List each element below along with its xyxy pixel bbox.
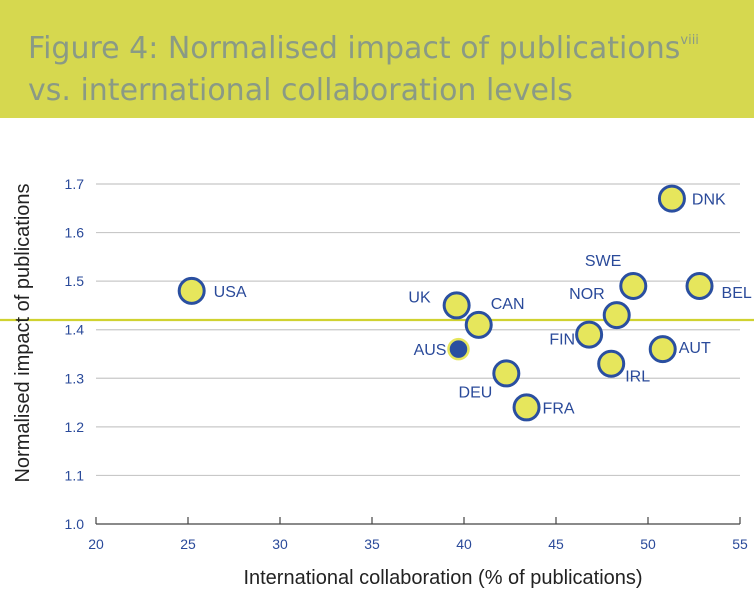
x-tick-label: 30 [272,536,288,552]
x-tick-label: 25 [180,536,196,552]
data-label-usa: USA [214,284,247,301]
data-label-uk: UK [408,289,431,306]
data-label-aut: AUT [679,340,711,357]
data-point-fin [575,320,604,349]
data-label-bel: BEL [722,285,752,302]
data-point-usa [177,276,206,305]
y-tick-label: 1.2 [65,419,85,435]
data-label-dnk: DNK [692,192,726,209]
x-tick-label: 40 [456,536,472,552]
data-label-aus: AUS [414,342,447,359]
data-label-fin: FIN [549,332,575,349]
data-label-nor: NOR [569,286,605,303]
data-point-dnk [657,184,686,213]
chart-title: Figure 4: Normalised impact of publicati… [28,20,738,112]
data-point-deu [492,359,521,388]
data-point-swe [619,272,648,300]
x-tick-label: 35 [364,536,380,552]
y-tick-label: 1.6 [65,225,85,241]
data-point-aus [447,337,470,361]
x-axis-title: International collaboration (% of public… [243,567,642,589]
data-point-bel [685,272,714,300]
title-rest: vs. international collaboration levels [28,73,573,108]
x-tick-label: 55 [732,536,748,552]
data-label-irl: IRL [625,369,650,386]
x-tick-label: 45 [548,536,564,552]
data-point-can [464,310,493,339]
y-axis-title: Normalised impact of publications [12,183,34,482]
data-point-aut [648,335,677,364]
title-superscript: viii [680,33,699,48]
y-tick-label: 1.4 [65,322,85,338]
data-point-uk [442,291,471,320]
y-tick-label: 1.0 [65,516,85,532]
y-tick-label: 1.7 [65,176,85,192]
data-point-irl [597,349,626,378]
title-banner [0,0,754,118]
y-tick-label: 1.1 [65,467,85,483]
x-tick-label: 50 [640,536,656,552]
y-tick-label: 1.5 [65,273,85,289]
data-label-swe: SWE [585,253,621,270]
y-tick-label: 1.3 [65,370,85,386]
title-main: Figure 4: Normalised impact of publicati… [28,31,681,66]
data-label-deu: DEU [459,384,493,401]
x-tick-label: 20 [88,536,104,552]
data-label-fra: FRA [543,400,575,417]
data-point-nor [602,301,631,330]
data-point-fra [512,393,541,422]
data-label-can: CAN [491,296,525,313]
